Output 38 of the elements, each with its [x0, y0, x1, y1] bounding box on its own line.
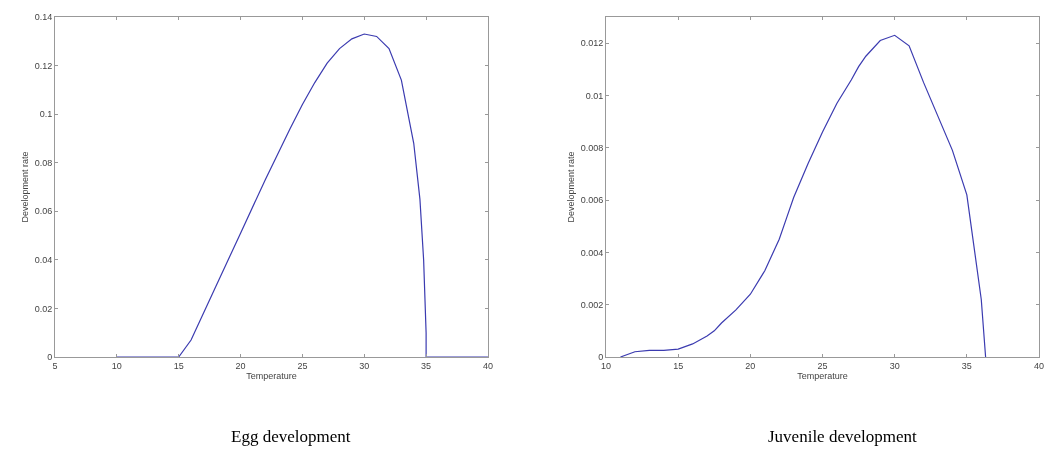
y-tick-label: 0.004 [580, 247, 604, 258]
text: Egg development [231, 427, 351, 446]
x-tick-label: 40 [1033, 360, 1045, 371]
y-tick-label: 0.1 [39, 109, 53, 120]
y-tick-label: 0 [598, 352, 604, 363]
y-tick-label: 0.006 [580, 195, 604, 206]
y-axis-title: Development rate [20, 151, 31, 223]
x-tick-label: 25 [817, 360, 828, 371]
x-tick-label: 15 [673, 360, 684, 371]
x-axis-title: Temperature [797, 370, 848, 381]
x-tick-label: 35 [961, 360, 972, 371]
text: Juvenile development [768, 427, 917, 446]
x-tick-label: 20 [235, 360, 246, 371]
y-tick-label: 0.04 [34, 255, 53, 266]
y-tick-label: 0.12 [34, 60, 53, 71]
x-tick-label: 5 [52, 360, 58, 371]
y-tick-label: 0.012 [580, 38, 604, 49]
x-tick-label: 15 [173, 360, 184, 371]
line-series [619, 34, 987, 357]
x-tick-label: 40 [482, 360, 493, 371]
x-tick-label: 30 [359, 360, 370, 371]
y-axis-title: Development rate [566, 151, 577, 223]
y-tick-label: 0.14 [34, 12, 53, 23]
y-tick-label: 0.008 [580, 142, 604, 153]
x-tick-label: 10 [111, 360, 122, 371]
y-tick-label: 0.06 [34, 206, 53, 217]
x-tick-label: 25 [297, 360, 308, 371]
y-tick-label: 0.01 [585, 90, 604, 101]
y-tick-label: 0.08 [34, 157, 53, 168]
y-tick-label: 0.002 [580, 299, 604, 310]
x-tick-label: 30 [889, 360, 900, 371]
y-tick-label: 0.02 [34, 303, 53, 314]
x-tick-label: 35 [421, 360, 432, 371]
line-series [116, 33, 488, 357]
x-tick-label: 20 [745, 360, 756, 371]
x-axis-title: Temperature [246, 370, 297, 381]
x-tick-label: 10 [601, 360, 612, 371]
y-tick-label: 0 [47, 352, 53, 363]
